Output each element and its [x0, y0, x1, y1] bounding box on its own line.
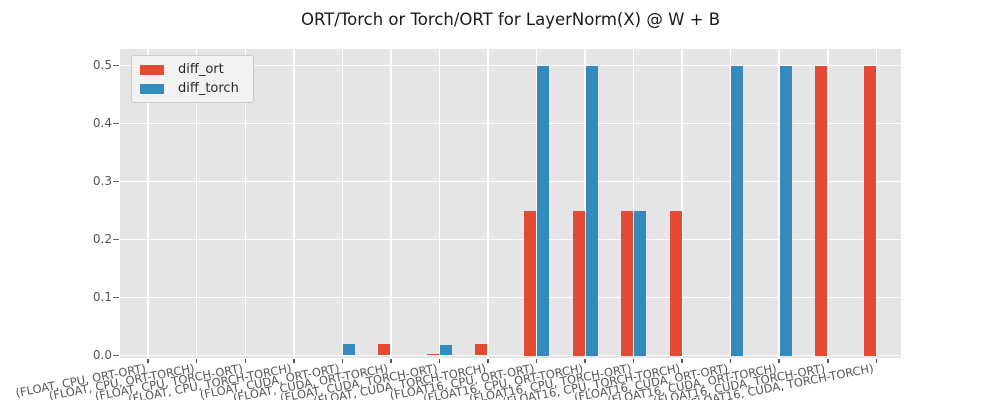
gridline-vertical	[244, 49, 247, 358]
gridline-vertical	[632, 49, 635, 358]
legend-item-diff_torch: diff_torch	[140, 81, 239, 96]
y-tick-mark	[113, 64, 119, 67]
x-tick-mark	[293, 358, 295, 363]
bar-diff_ort-7	[475, 343, 488, 356]
gridline-vertical	[147, 49, 149, 358]
x-tick-mark	[147, 358, 149, 363]
gridline-vertical	[584, 49, 586, 358]
x-tick-mark	[535, 358, 538, 363]
y-tick-mark	[113, 238, 119, 241]
bar-diff_ort-15	[863, 65, 876, 356]
x-tick-mark	[438, 358, 441, 363]
gridline-vertical	[778, 49, 780, 358]
bar-diff_torch-9	[585, 65, 598, 356]
x-tick-mark	[632, 358, 635, 363]
bar-diff_torch-6	[439, 345, 452, 356]
x-tick-mark	[875, 358, 878, 363]
legend-item-diff_ort: diff_ort	[140, 62, 239, 77]
y-tick-mark	[113, 296, 119, 299]
bar-diff_torch-13	[779, 65, 792, 356]
gridline-horizontal	[120, 64, 901, 67]
x-tick-mark	[390, 358, 392, 363]
gridline-horizontal	[120, 122, 901, 125]
y-tick-label: 0.3	[92, 173, 112, 188]
gridline-vertical	[293, 49, 295, 358]
gridline-vertical	[875, 49, 878, 358]
bar-diff_torch-4	[342, 343, 355, 356]
x-tick-mark	[244, 358, 247, 363]
bar-diff_ort-14	[815, 65, 828, 356]
gridline-vertical	[827, 49, 829, 358]
bar-diff_ort-8	[524, 210, 537, 356]
x-tick-mark	[681, 358, 683, 363]
bar-diff_torch-12	[731, 65, 744, 356]
gridline-horizontal	[120, 180, 901, 183]
x-tick-mark	[729, 358, 732, 363]
gridline-vertical	[535, 49, 538, 358]
legend: diff_ort diff_torch	[131, 55, 254, 103]
legend-label: diff_torch	[178, 81, 239, 96]
bar-diff_ort-9	[572, 210, 585, 356]
chart-title: ORT/Torch or Torch/ORT for LayerNorm(X) …	[300, 10, 721, 29]
gridline-vertical	[341, 49, 344, 358]
x-tick-mark	[341, 358, 344, 363]
x-tick-mark	[195, 358, 198, 363]
legend-label: diff_ort	[178, 62, 224, 77]
gridline-horizontal	[120, 238, 901, 241]
y-tick-label: 0.5	[92, 57, 112, 72]
gridline-vertical	[487, 49, 489, 358]
bar-diff_ort-11	[669, 210, 682, 356]
bar-diff_ort-5	[378, 343, 391, 356]
legend-swatch-diff_ort	[140, 64, 164, 75]
y-tick-mark	[113, 180, 119, 183]
gridline-vertical	[729, 49, 732, 358]
gridline-horizontal	[120, 296, 901, 299]
y-tick-mark	[113, 354, 119, 357]
y-tick-label: 0.1	[92, 289, 112, 304]
x-tick-mark	[487, 358, 489, 363]
gridline-vertical	[438, 49, 441, 358]
y-tick-label: 0.4	[92, 115, 112, 130]
x-tick-mark	[584, 358, 586, 363]
gridline-vertical	[681, 49, 683, 358]
y-tick-mark	[113, 122, 119, 125]
x-tick-mark	[827, 358, 829, 363]
legend-swatch-diff_torch	[140, 83, 164, 94]
gridline-vertical	[390, 49, 392, 358]
bar-diff_ort-6	[426, 353, 439, 356]
bar-diff_torch-10	[634, 210, 647, 356]
bar-diff_ort-10	[621, 210, 634, 356]
x-tick-mark	[778, 358, 780, 363]
bar-diff_torch-8	[537, 65, 550, 356]
y-tick-label: 0.2	[92, 231, 112, 246]
y-tick-label: 0.0	[92, 347, 112, 362]
gridline-vertical	[195, 49, 198, 358]
gridline-horizontal	[120, 354, 901, 357]
plot-area	[120, 49, 901, 358]
